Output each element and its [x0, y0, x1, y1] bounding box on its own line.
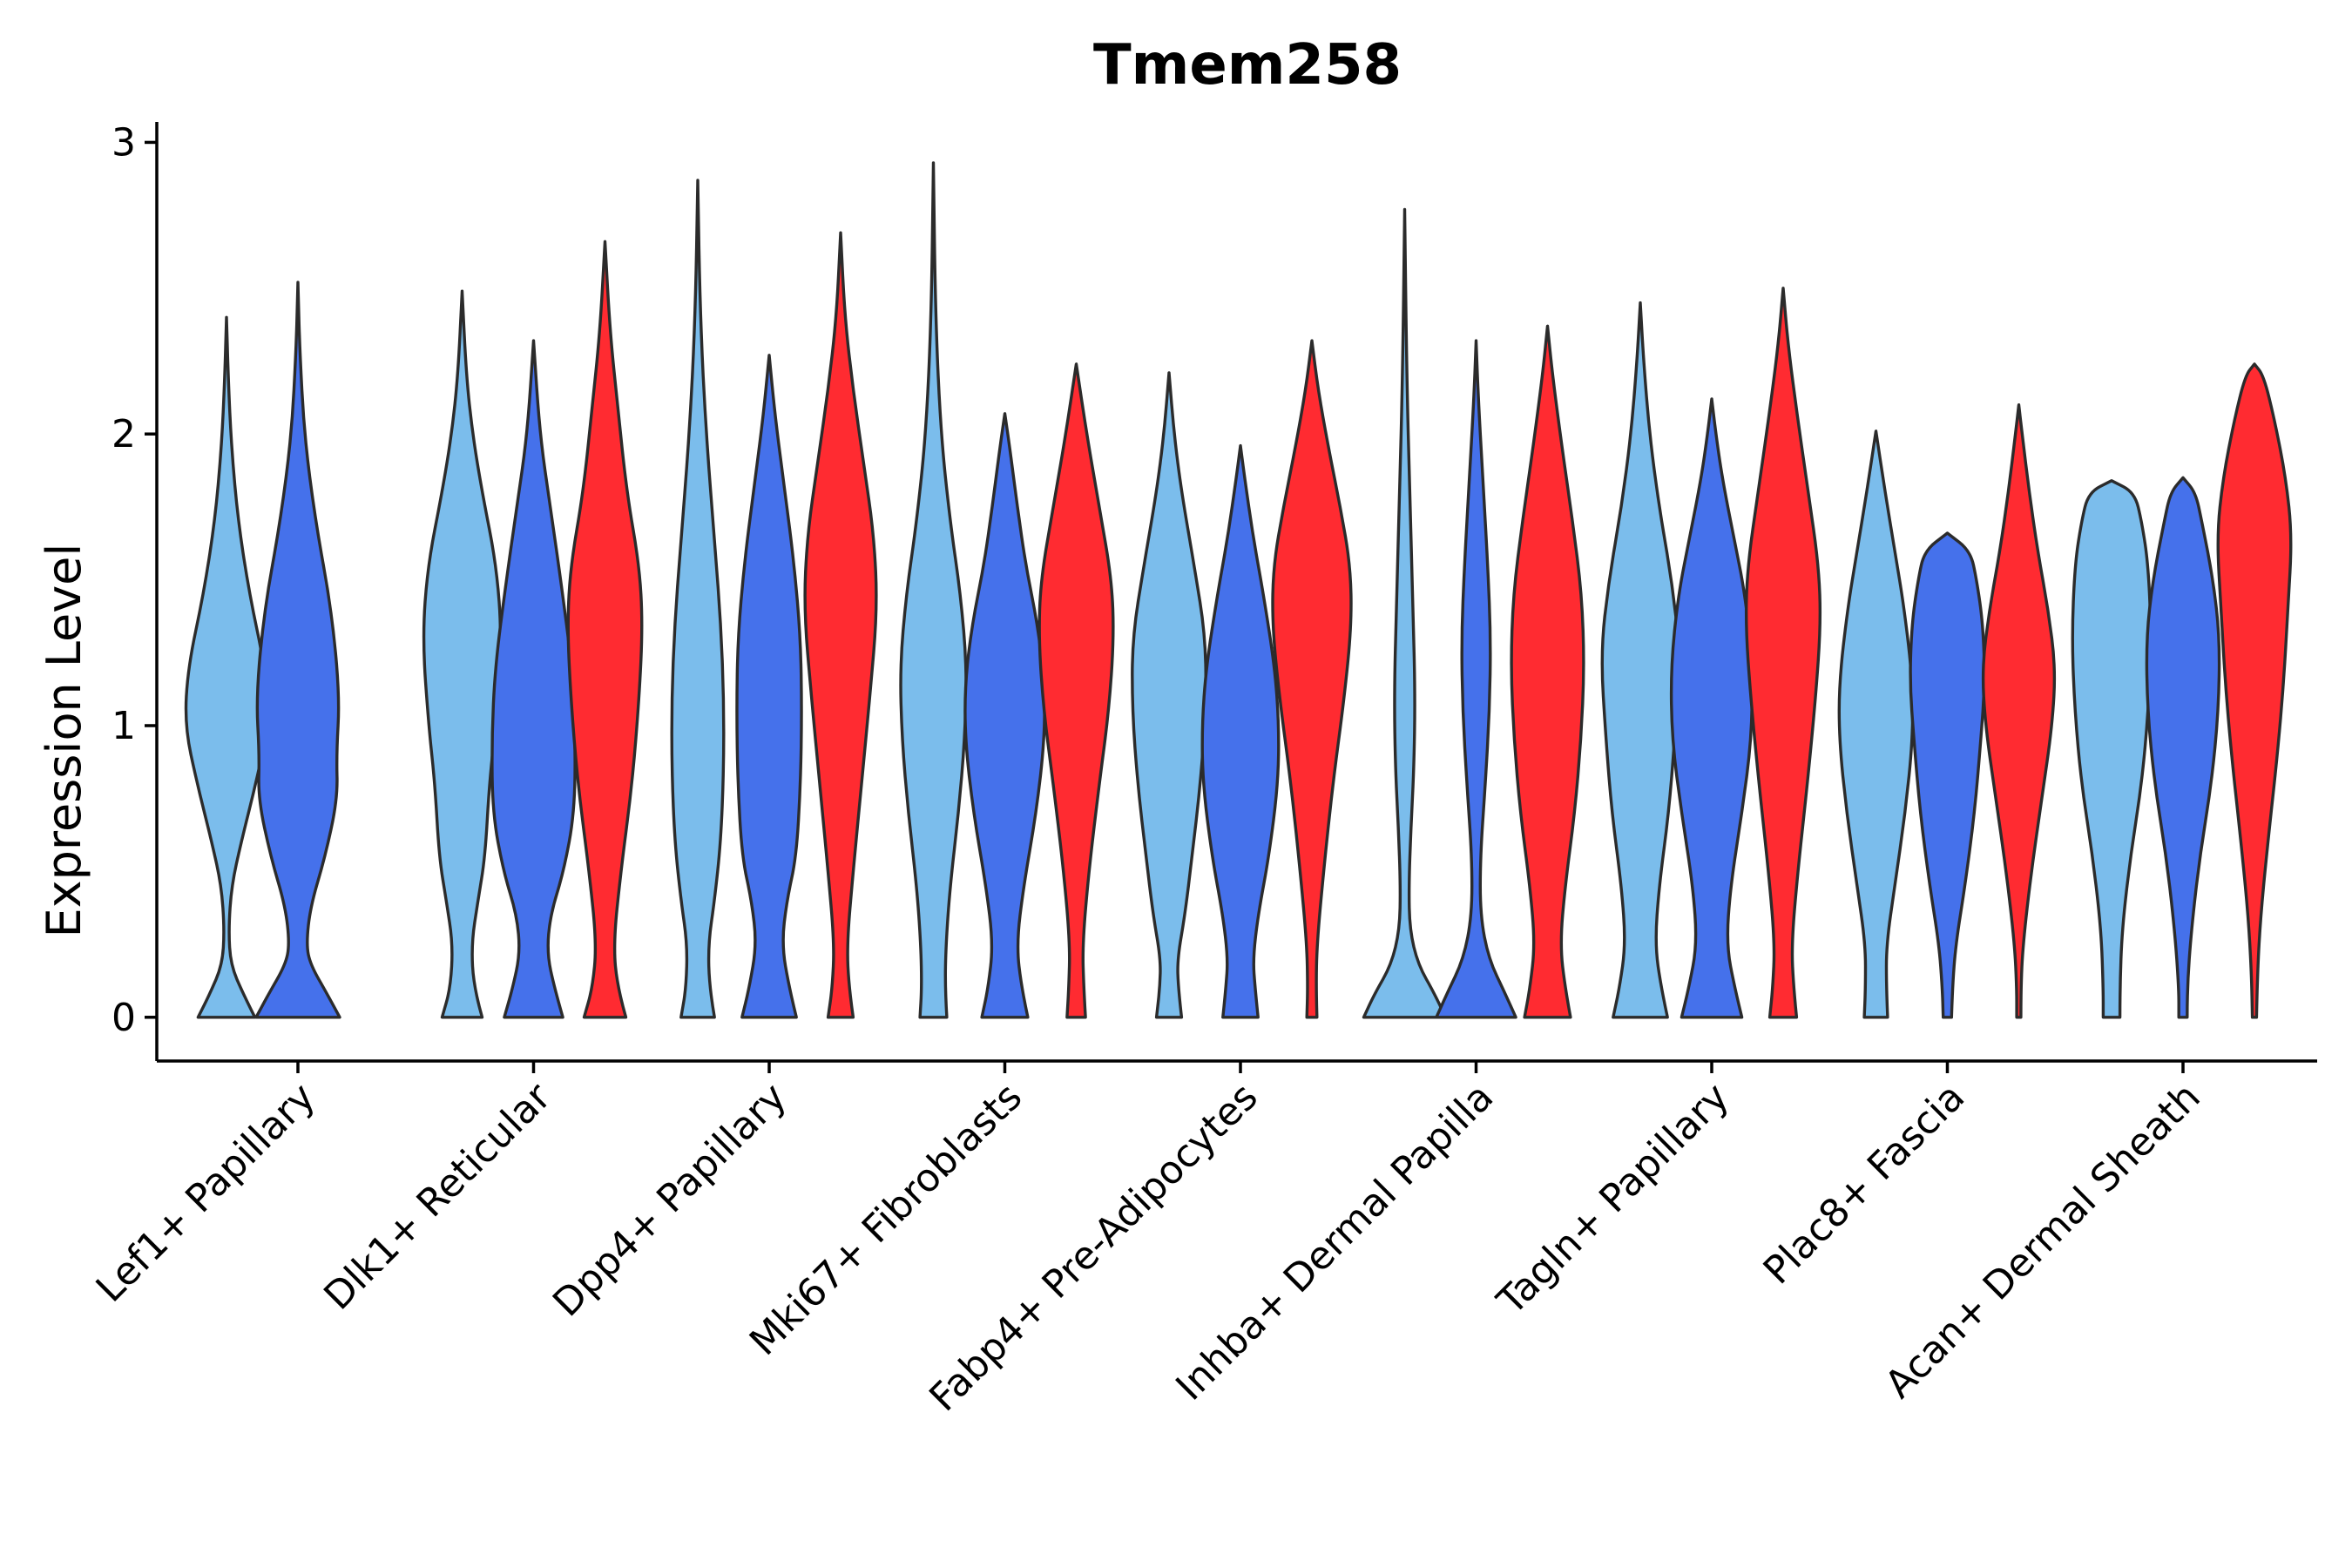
violin-5-group-3: [1271, 339, 1353, 1019]
violin-9-group-2: [2145, 476, 2221, 1019]
violin-9-group-3: [2216, 362, 2293, 1019]
y-axis-label: Expression Level: [37, 544, 91, 938]
violin-6-group-1: [1362, 207, 1448, 1019]
violin-3-group-2: [735, 354, 803, 1019]
y-tick-label: 3: [112, 120, 136, 165]
y-tick-label: 1: [112, 704, 136, 748]
violin-6-group-3: [1510, 324, 1585, 1019]
violin-6-group-2: [1435, 339, 1517, 1019]
violin-1-group-2: [254, 280, 341, 1019]
violin-7-group-3: [1744, 287, 1822, 1019]
x-tick-label: Dlk1+ Reticular: [315, 1074, 560, 1319]
y-tick-label: 2: [112, 412, 136, 456]
violin-2-group-3: [566, 240, 644, 1019]
x-tick-label: Dpp4+ Papillary: [544, 1075, 795, 1326]
chart-title: Tmem258: [1093, 33, 1402, 98]
violin-4-group-1: [899, 161, 968, 1019]
x-tick-label: Lef1+ Papillary: [88, 1075, 324, 1311]
violin-9-group-1: [2071, 479, 2153, 1019]
violin-2-group-1: [422, 289, 503, 1019]
violin-5-group-1: [1131, 371, 1207, 1019]
violins-layer: [184, 161, 2293, 1019]
x-tick-label: Mki67+ Fibroblasts: [741, 1075, 1031, 1364]
violin-4-group-3: [1037, 362, 1115, 1019]
violin-1-group-1: [184, 315, 269, 1019]
violin-8-group-3: [1981, 403, 2057, 1019]
x-tick-label: Tagln+ Papillary: [1489, 1075, 1738, 1324]
violin-7-group-1: [1600, 301, 1680, 1019]
violin-3-group-1: [670, 179, 726, 1019]
violin-7-group-2: [1669, 397, 1754, 1019]
violin-5-group-2: [1200, 443, 1281, 1019]
violin-4-group-2: [963, 412, 1046, 1019]
violin-2-group-2: [490, 339, 577, 1019]
violin-3-group-3: [803, 231, 878, 1019]
y-tick-label: 0: [112, 996, 136, 1040]
x-tick-label: Plac8+ Fascia: [1755, 1075, 1974, 1294]
violin-8-group-2: [1909, 531, 1986, 1019]
violin-8-group-1: [1837, 429, 1915, 1019]
